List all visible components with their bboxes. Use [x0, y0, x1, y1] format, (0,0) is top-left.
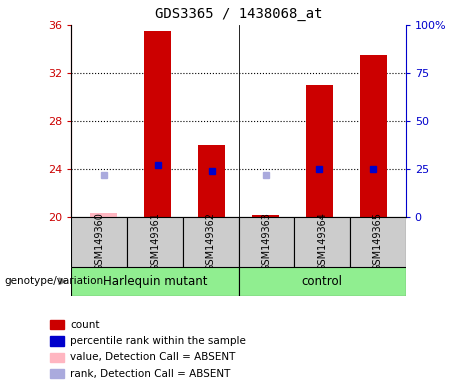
Text: GSM149360: GSM149360 [95, 212, 104, 271]
Text: percentile rank within the sample: percentile rank within the sample [71, 336, 246, 346]
Text: GSM149364: GSM149364 [317, 212, 327, 271]
Bar [239, 217, 294, 267]
Bar [360, 55, 387, 217]
Bar [252, 215, 279, 217]
Text: GSM149361: GSM149361 [150, 212, 160, 271]
Text: genotype/variation: genotype/variation [5, 276, 104, 286]
Bar [127, 217, 183, 267]
Text: rank, Detection Call = ABSENT: rank, Detection Call = ABSENT [71, 369, 231, 379]
Text: GSM149362: GSM149362 [206, 212, 216, 271]
Bar [50, 320, 65, 329]
Bar [306, 85, 333, 217]
Bar [198, 145, 225, 217]
Bar [50, 353, 65, 362]
Bar [239, 267, 406, 296]
Text: Harlequin mutant: Harlequin mutant [103, 275, 207, 288]
Bar [50, 336, 65, 346]
Text: GSM149365: GSM149365 [373, 212, 383, 271]
Bar [294, 217, 350, 267]
Bar [183, 217, 239, 267]
Text: count: count [71, 319, 100, 330]
Text: GSM149363: GSM149363 [261, 212, 272, 271]
Title: GDS3365 / 1438068_at: GDS3365 / 1438068_at [155, 7, 322, 21]
Bar [50, 369, 65, 378]
Bar [90, 214, 117, 217]
Bar [350, 217, 406, 267]
Text: control: control [301, 275, 343, 288]
Bar [144, 31, 171, 217]
Bar [71, 217, 127, 267]
Text: value, Detection Call = ABSENT: value, Detection Call = ABSENT [71, 352, 236, 362]
Bar [71, 267, 239, 296]
